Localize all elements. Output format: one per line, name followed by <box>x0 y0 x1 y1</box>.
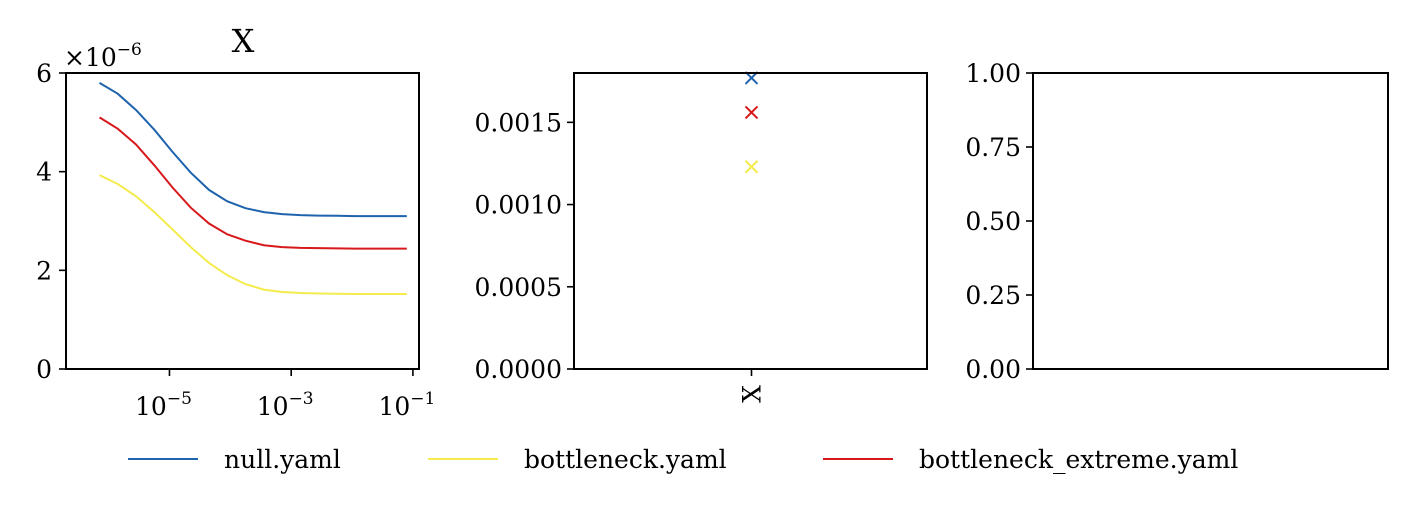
panel-1-x-tick-label: 10−5 <box>135 389 192 421</box>
panel-1-frame <box>65 72 420 370</box>
panel-3-y-tick-label: 0.25 <box>965 281 1021 310</box>
legend-entry-1: bottleneck.yaml <box>428 445 727 474</box>
panel-3-y-tick-label: 0.50 <box>965 207 1021 236</box>
legend: null.yaml bottleneck.yaml bottleneck_extre… <box>128 445 1238 474</box>
panel-2-point-1 <box>744 160 759 174</box>
panel-2-y-tick-label: 0.0005 <box>475 273 562 302</box>
panel-1-x-ticks: 10−5 10−3 10−1 <box>135 369 435 421</box>
panel-2-y-tick-label: 0.0000 <box>475 355 562 384</box>
panel-3-y-tick-label: 0.75 <box>965 133 1021 162</box>
panel-1-line-chart: X ×10−6 0 2 4 6 10−5 10−3 10−1 <box>36 22 435 421</box>
panel-1-x-tick-label: 10−3 <box>257 389 314 421</box>
panel-1-y-ticks: 0 2 4 6 <box>36 59 66 384</box>
panel-1-title: X <box>232 22 255 60</box>
panel-1-series-line-1 <box>99 174 407 295</box>
panel-2-scatter-chart: 0.0000 0.0005 0.0010 0.0015 X <box>475 71 928 403</box>
panel-1-series-lines <box>98 82 407 295</box>
panel-2-frame <box>573 72 928 370</box>
panel-1-y-tick-label: 0 <box>36 355 52 384</box>
panel-3-y-ticks: 0.00 0.25 0.50 0.75 1.00 <box>965 59 1033 384</box>
panel-1-y-tick-label: 4 <box>36 158 52 187</box>
panel-1-series-line-2 <box>98 116 407 250</box>
panel-1-y-offset: ×10−6 <box>64 40 142 72</box>
panel-1-y-tick-label: 6 <box>36 59 52 88</box>
panel-2-y-tick-label: 0.0015 <box>475 108 562 137</box>
panel-2-y-ticks: 0.0000 0.0005 0.0010 0.0015 <box>475 108 574 384</box>
panel-2-point-2 <box>744 105 759 120</box>
panel-1-y-tick-label: 2 <box>36 256 52 285</box>
panel-3-empty-chart: 0.00 0.25 0.50 0.75 1.00 <box>965 59 1389 384</box>
legend-entry-2: bottleneck_extreme.yaml <box>823 445 1238 474</box>
panel-3-y-tick-label: 1.00 <box>965 59 1021 88</box>
panel-2-x-tick-label: X <box>738 385 767 403</box>
legend-entry-0: null.yaml <box>128 445 341 474</box>
panel-3-frame <box>1032 72 1389 370</box>
panel-2-x-ticks: X <box>738 369 767 403</box>
panel-1-y-offset-exp: −6 <box>117 40 142 60</box>
panel-1-y-offset-base: ×10 <box>64 43 117 72</box>
panel-2-points <box>744 71 759 174</box>
legend-label: bottleneck.yaml <box>524 445 727 474</box>
panel-1-x-tick-label: 10−1 <box>378 389 435 421</box>
legend-label: bottleneck_extreme.yaml <box>919 445 1238 474</box>
panel-2-y-tick-label: 0.0010 <box>475 191 562 220</box>
panel-3-y-tick-label: 0.00 <box>965 355 1021 384</box>
panel-1-series-line-0 <box>98 82 407 218</box>
legend-label: null.yaml <box>224 445 341 474</box>
